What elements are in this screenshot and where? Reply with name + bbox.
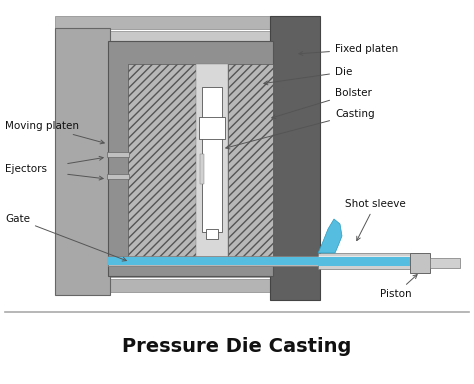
Bar	[55, 279, 315, 292]
Bar	[108, 257, 323, 265]
Text: Bolster: Bolster	[272, 88, 372, 119]
Text: Piston: Piston	[380, 275, 417, 299]
Text: Gate: Gate	[5, 214, 127, 261]
Bar	[199, 117, 225, 139]
Bar	[108, 256, 318, 266]
Polygon shape	[318, 219, 342, 253]
Bar	[270, 16, 320, 300]
Bar	[55, 28, 110, 295]
Bar	[107, 174, 129, 179]
Bar	[108, 41, 273, 276]
Text: Casting: Casting	[226, 109, 374, 149]
Bar	[107, 152, 129, 157]
Bar	[318, 256, 418, 266]
Text: Moving platen: Moving platen	[5, 121, 104, 144]
Text: Die: Die	[264, 67, 352, 85]
Bar	[128, 64, 196, 259]
Bar	[202, 87, 222, 232]
Bar	[55, 266, 315, 277]
Text: Shot sleeve: Shot sleeve	[345, 199, 406, 240]
Bar	[228, 64, 273, 259]
Text: Ejectors: Ejectors	[5, 164, 47, 174]
Bar	[318, 253, 418, 269]
Bar	[196, 64, 228, 259]
Text: Fixed platen: Fixed platen	[299, 44, 398, 55]
Bar	[318, 257, 413, 266]
Bar	[430, 258, 460, 268]
Text: Pressure Die Casting: Pressure Die Casting	[122, 336, 352, 356]
Bar	[55, 31, 315, 42]
Bar	[55, 16, 315, 29]
Bar	[200, 154, 204, 184]
Bar	[206, 229, 218, 239]
Bar	[410, 253, 430, 273]
